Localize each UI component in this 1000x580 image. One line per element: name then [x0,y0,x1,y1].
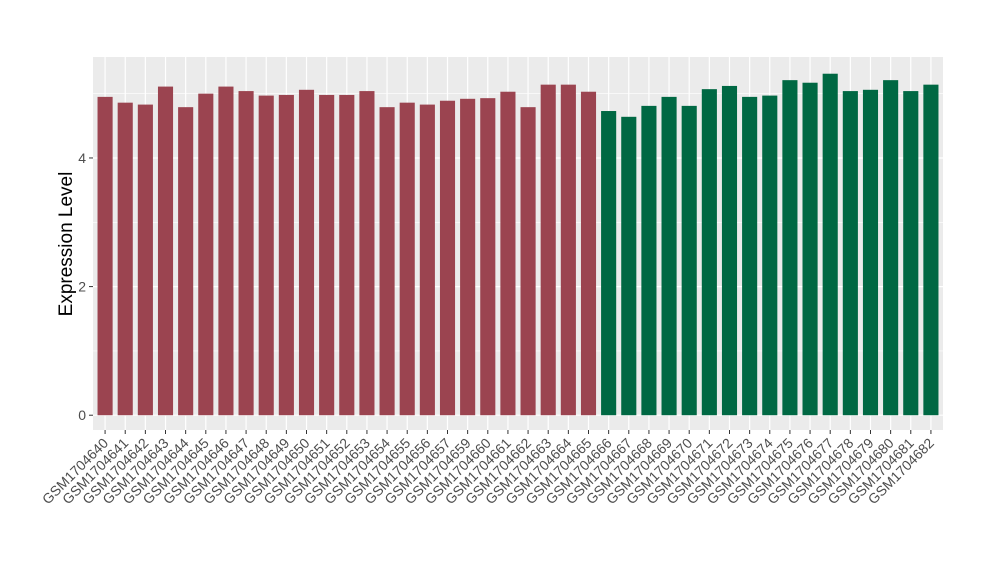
bar [137,104,153,416]
bar [560,84,576,416]
bar [480,98,496,416]
bar [419,104,435,416]
bar [117,102,133,416]
bar [701,89,717,416]
bar [601,111,617,416]
bar [379,107,395,416]
bar [762,95,778,416]
bar [540,84,556,416]
bar [157,86,174,416]
plot-panel [93,57,943,430]
bar [500,91,516,416]
bar [842,91,858,416]
bar [339,94,355,416]
y-tick-label: 4 [78,150,86,166]
bar [883,80,899,416]
bar [721,85,738,416]
bar [198,93,214,416]
bar [439,100,456,416]
bar [802,82,818,416]
bar [399,102,415,416]
bar [520,107,536,416]
y-axis-title: Expression Level [56,172,77,317]
bar [923,84,939,416]
bar [178,107,194,416]
bar [661,96,677,416]
bar [97,96,113,416]
bar [782,80,798,416]
bar [903,91,919,416]
bar [742,96,758,416]
bar [822,73,838,416]
bar [319,94,335,416]
bar [580,91,597,416]
bar [258,95,274,416]
y-tick-label: 2 [78,279,86,295]
bar [641,105,657,416]
bar [298,89,315,416]
bar [218,86,234,416]
bar [278,94,294,416]
bar [359,91,375,416]
bar [460,98,476,416]
bar [621,116,637,416]
bar [681,105,697,416]
bar [238,91,254,416]
bar [862,89,879,416]
y-tick-label: 0 [78,407,86,423]
